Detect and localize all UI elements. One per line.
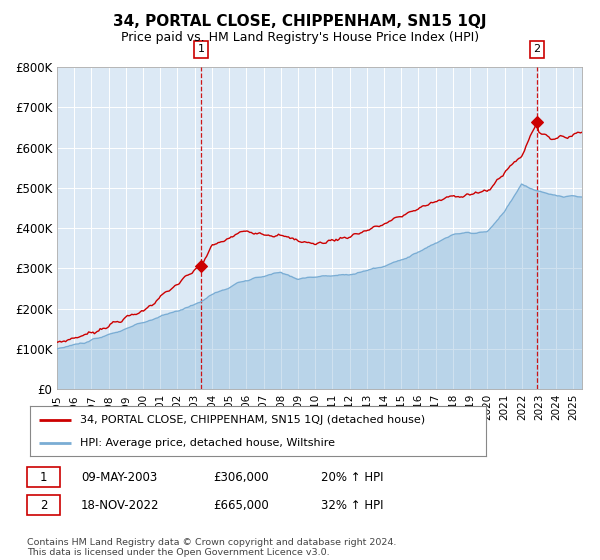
Point xyxy=(532,117,542,126)
Text: £665,000: £665,000 xyxy=(213,498,269,512)
Text: Price paid vs. HM Land Registry's House Price Index (HPI): Price paid vs. HM Land Registry's House … xyxy=(121,31,479,44)
Text: 1: 1 xyxy=(40,470,47,484)
Text: 32% ↑ HPI: 32% ↑ HPI xyxy=(321,498,383,512)
Text: £306,000: £306,000 xyxy=(213,470,269,484)
Text: 34, PORTAL CLOSE, CHIPPENHAM, SN15 1QJ (detached house): 34, PORTAL CLOSE, CHIPPENHAM, SN15 1QJ (… xyxy=(80,414,425,424)
Text: 34, PORTAL CLOSE, CHIPPENHAM, SN15 1QJ: 34, PORTAL CLOSE, CHIPPENHAM, SN15 1QJ xyxy=(113,14,487,29)
Text: HPI: Average price, detached house, Wiltshire: HPI: Average price, detached house, Wilt… xyxy=(80,438,335,448)
Text: 18-NOV-2022: 18-NOV-2022 xyxy=(81,498,160,512)
Text: Contains HM Land Registry data © Crown copyright and database right 2024.
This d: Contains HM Land Registry data © Crown c… xyxy=(27,538,397,557)
Text: 1: 1 xyxy=(197,44,205,54)
Point xyxy=(196,262,206,270)
Text: 09-MAY-2003: 09-MAY-2003 xyxy=(81,470,157,484)
Text: 2: 2 xyxy=(40,498,47,512)
Text: 2: 2 xyxy=(533,44,541,54)
Text: 20% ↑ HPI: 20% ↑ HPI xyxy=(321,470,383,484)
